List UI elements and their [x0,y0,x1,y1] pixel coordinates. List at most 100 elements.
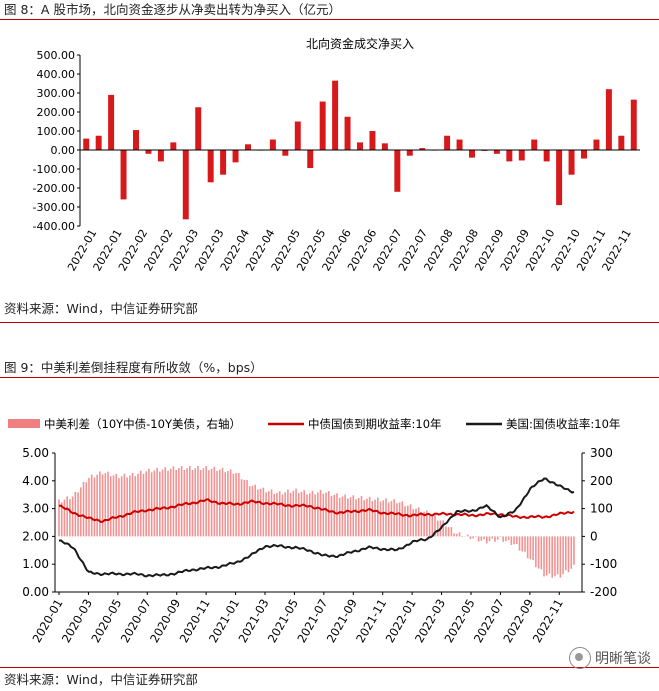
chart1-bar [581,150,587,159]
spread-bar [96,474,98,537]
spread-bar [142,473,145,537]
spread-bar [69,499,71,537]
spread-bar [188,466,191,537]
spread-bar [278,491,281,537]
spread-bar [205,466,207,537]
chart2-left-tick-label: 3.00 [22,502,49,516]
spread-bar [60,502,63,537]
chart2-left-tick-label: 4.00 [22,474,49,488]
spread-bar [494,536,496,542]
spread-bar [123,473,126,537]
spread-bar [368,496,371,537]
chart1-bar [605,89,612,150]
spread-bar [145,471,147,537]
chart1-y-tick-label: 300.00 [37,87,76,100]
spread-bar [396,503,398,537]
spread-bar [442,520,445,537]
spread-bar [352,495,355,537]
chart2-left-tick-label: 5.00 [22,446,49,460]
chart2-left-tick-label: 2.00 [22,529,49,543]
spread-bar [458,532,461,537]
spread-bar [428,515,431,537]
spread-bar [385,498,387,537]
legend-spread-label: 中美利差（10Y中债-10Y美债，右轴） [44,417,241,431]
spread-bar [535,536,537,568]
chart1-y-tick-label: -400.00 [33,220,75,233]
spread-bar [545,536,548,576]
chart1-bar [95,135,102,150]
spread-bar [327,491,330,537]
chart1-bar [108,94,115,150]
spread-bar [90,474,93,537]
chart1-bar [282,150,289,156]
spread-bar [99,471,101,537]
spread-bar [180,466,183,537]
chart1-y-tick-label: 500.00 [37,49,76,62]
chart1-bar [195,107,202,150]
chart1-bar [493,150,500,154]
chart1-bar [518,150,525,161]
spread-bar [387,502,390,537]
spread-bar [311,490,314,537]
spread-bar [559,536,562,578]
chart2-right-tick-label: -100 [590,557,617,571]
spread-bar [287,489,289,537]
legend-spread-swatch [8,419,40,428]
spread-bar [475,536,477,537]
spread-bar [472,536,474,539]
figure9-top-rule [0,667,659,668]
spread-bar [466,534,469,537]
spread-bar [562,536,564,575]
spread-bar [129,475,131,537]
spread-bar [537,536,540,569]
spread-bar [134,476,137,537]
spread-bar [366,498,368,537]
chart1-bar [294,121,301,150]
chart1-bar [506,150,513,162]
spread-bar [510,536,513,545]
chart1-bar [543,150,550,162]
spread-bar [169,468,172,537]
yield-spread-chart: 中美利差（10Y中债-10Y美债，右轴） 中债国债到期收益率:10年 美国:国债收益… [8,417,620,645]
chart1-bar [618,135,625,150]
spread-bar [93,477,96,537]
spread-bar [573,536,575,565]
chart1-bar [568,150,575,175]
spread-bar [518,536,521,551]
chart1-bar [120,150,127,200]
spread-bar [199,469,202,537]
chart1-y-tick-label: 0.00 [51,144,76,157]
spread-bar [377,497,379,537]
spread-bar [295,488,297,537]
spread-bar [248,486,251,537]
spread-bar [526,536,529,559]
legend-china-label: 中债国债到期收益率:10年 [308,417,442,431]
spread-bar [374,499,376,537]
spread-bar [319,490,322,537]
figure8-bottom-rule [0,322,659,323]
spread-bar [347,498,349,537]
chart1-bar [269,139,276,150]
spread-bar [390,501,393,537]
chart1-bar [394,150,401,192]
chart1-title: 北向资金成交净买入 [306,36,414,51]
chart1-bar [369,131,376,150]
spread-bar [300,491,303,537]
spread-bar [126,477,128,537]
spread-bar [360,496,363,537]
chart1-bar [245,144,251,150]
spread-bar [306,494,308,537]
spread-bar [268,491,270,537]
chart1-bar [145,150,152,154]
spread-bar [532,536,534,561]
chart1-y-tick-label: -200.00 [33,182,75,195]
spread-bar [554,536,556,577]
chart1-y-tick-label: -300.00 [33,201,75,214]
spread-bar [254,484,256,537]
spread-bar [164,467,167,537]
spread-bar [349,497,352,537]
spread-bar [281,494,284,537]
spread-bar [412,509,415,537]
spread-bar [112,475,115,537]
chart2-right-tick-label: 100 [590,502,613,516]
